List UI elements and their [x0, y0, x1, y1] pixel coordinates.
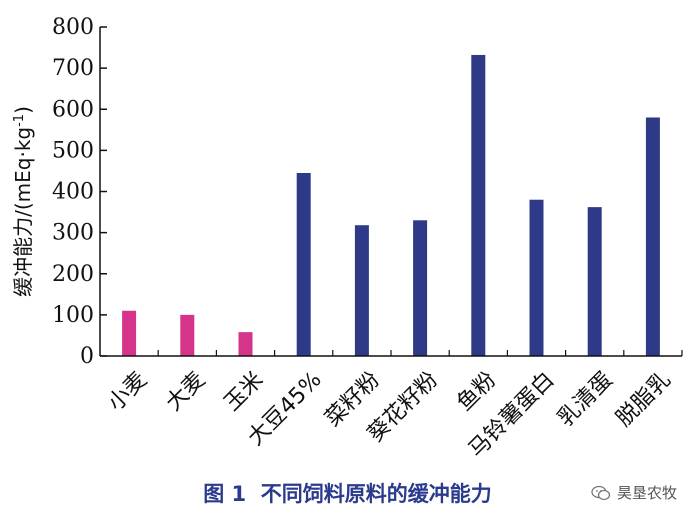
- watermark: 昊垦农牧: [591, 482, 677, 503]
- x-category-label: 小麦: [103, 367, 152, 416]
- y-tick-label: 800: [52, 15, 94, 40]
- y-axis-title-sup: -1: [12, 114, 27, 127]
- y-tick-label: 500: [52, 138, 94, 163]
- bars: [122, 54, 683, 357]
- y-tick-label: 400: [52, 180, 94, 205]
- bar-4: [354, 225, 369, 356]
- y-axis-label: 缓冲能力/(mEq·kg-1): [11, 106, 35, 297]
- y-axis-ticks: 0 100 200 300 400 500 600 700 800: [52, 15, 107, 369]
- y-axis-title-main: 缓冲能力/(mEq·kg: [11, 127, 35, 297]
- bar-1: [180, 314, 195, 356]
- figure-title: 不同饲料原料的缓冲能力: [260, 482, 492, 506]
- figure-caption: 图 1 不同饲料原料的缓冲能力: [0, 478, 695, 508]
- watermark-text: 昊垦农牧: [616, 484, 677, 502]
- y-axis-title: 缓冲能力/(mEq·kg-1): [11, 106, 35, 297]
- bar-8: [587, 207, 602, 356]
- y-tick-label: 600: [52, 97, 94, 122]
- wechat-icon: [591, 485, 611, 500]
- bar-7: [529, 199, 544, 356]
- bar-9: [645, 117, 660, 356]
- bar-3: [296, 172, 311, 356]
- x-category-label: 脱脂乳: [612, 367, 676, 431]
- y-tick-label: 300: [52, 221, 94, 246]
- y-tick-label: 200: [52, 262, 94, 287]
- y-tick-label: 100: [52, 303, 94, 328]
- y-tick-label: 0: [80, 344, 94, 369]
- bar-2: [238, 332, 253, 356]
- figure-number: 图 1: [203, 482, 247, 506]
- bar-0: [122, 310, 137, 356]
- x-category-label: 鱼粉: [452, 367, 501, 416]
- x-category-label: 乳清蛋: [553, 367, 617, 431]
- y-tick-label: 700: [52, 56, 94, 81]
- bar-5: [413, 220, 428, 356]
- bar-6: [471, 54, 486, 357]
- bar-chart: 缓冲能力/(mEq·kg-1) 0 100 200 300 400 500 600 700 80…: [11, 15, 683, 463]
- y-axis-title-close: ): [11, 106, 35, 114]
- x-category-label: 玉米: [220, 367, 269, 416]
- x-category-label: 大麦: [161, 367, 210, 416]
